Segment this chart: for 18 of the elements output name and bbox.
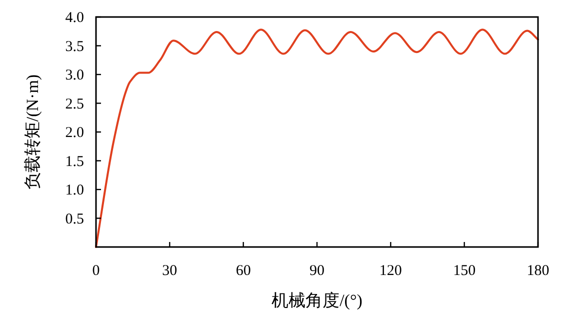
x-tick-label: 90 [310,263,324,279]
x-tick-label: 30 [162,263,178,279]
x-axis-title: 机械角度/(°) [272,291,362,310]
y-tick-label: 1.0 [65,182,84,198]
y-tick-label: 0.5 [65,211,84,228]
y-tick-label: 1.5 [65,154,84,170]
line-series [95,28,539,248]
x-tick-label: 120 [379,263,402,279]
x-tick-label: 150 [453,263,476,279]
y-tick-label: 3.0 [65,68,84,84]
y-axis-title: 负载转矩/(N·m) [23,74,42,190]
y-tick-label: 3.5 [65,38,84,55]
x-tick-label: 60 [236,263,251,279]
y-tick-label: 2.0 [65,125,84,141]
y-tick-label: 4.0 [65,10,84,26]
x-tick-label: 180 [526,263,550,279]
y-tick-label: 2.5 [65,96,84,112]
x-tick-label: 0 [92,263,100,279]
